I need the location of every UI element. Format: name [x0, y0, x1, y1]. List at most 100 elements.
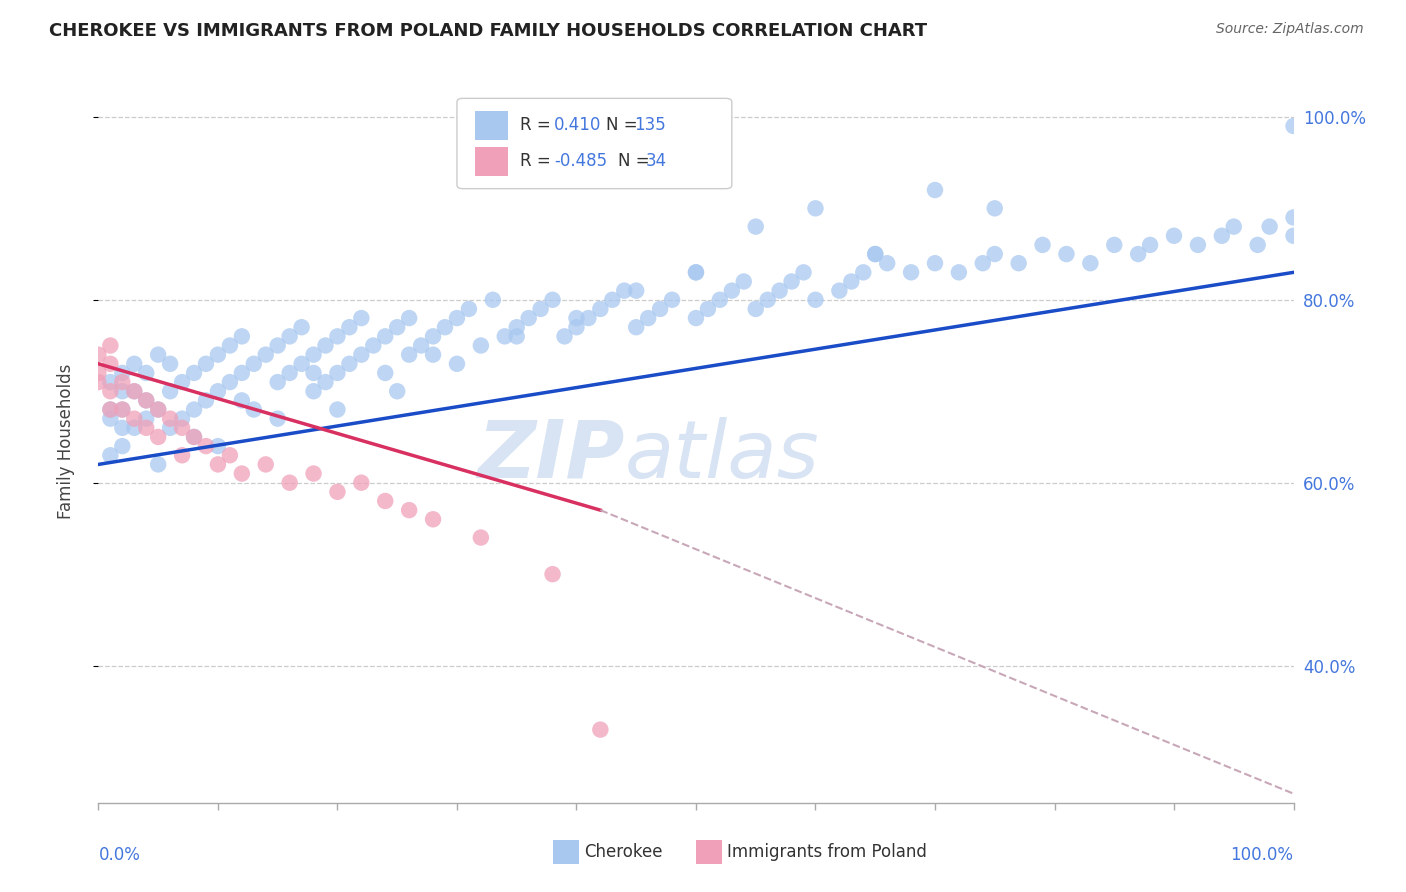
Text: 0.0%: 0.0% [98, 847, 141, 864]
Point [721, 284, 744, 298]
Text: ZIP: ZIP [477, 417, 624, 495]
Point [1008, 256, 1031, 270]
Point [98, 402, 122, 417]
Point [1104, 238, 1126, 252]
Bar [553, 840, 579, 864]
Point [159, 384, 181, 399]
Point [434, 320, 457, 334]
Point [506, 329, 529, 343]
Point [159, 357, 181, 371]
Text: Source: ZipAtlas.com: Source: ZipAtlas.com [1216, 22, 1364, 37]
Point [231, 393, 253, 408]
Point [697, 301, 720, 316]
Point [111, 366, 134, 380]
Point [530, 301, 553, 316]
Point [709, 293, 731, 307]
Bar [696, 840, 723, 864]
Point [172, 421, 194, 435]
Point [589, 301, 612, 316]
Point [207, 458, 229, 472]
Point [768, 284, 790, 298]
Point [1223, 219, 1246, 234]
Point [661, 293, 683, 307]
Point [195, 357, 218, 371]
Point [124, 421, 146, 435]
Point [422, 329, 444, 343]
Point [804, 202, 827, 216]
Point [506, 320, 529, 334]
Point [291, 320, 314, 334]
Text: N =: N = [606, 116, 638, 134]
Point [458, 301, 481, 316]
Text: Immigrants from Poland: Immigrants from Poland [727, 843, 927, 861]
Point [1247, 238, 1270, 252]
Point [733, 275, 755, 289]
Point [1282, 119, 1305, 133]
Point [685, 265, 707, 279]
Point [350, 348, 373, 362]
Text: R =: R = [520, 153, 551, 170]
Point [326, 366, 349, 380]
Point [984, 202, 1007, 216]
Point [1056, 247, 1078, 261]
Point [219, 448, 242, 462]
Point [219, 375, 242, 389]
Point [1258, 219, 1281, 234]
Text: 0.410: 0.410 [554, 116, 602, 134]
Point [1282, 211, 1305, 225]
Text: R =: R = [520, 116, 557, 134]
Point [315, 375, 337, 389]
Point [745, 219, 768, 234]
Point [87, 348, 110, 362]
Point [135, 393, 157, 408]
Point [780, 275, 803, 289]
Point [98, 402, 122, 417]
Text: 135: 135 [634, 116, 665, 134]
Point [267, 375, 290, 389]
Point [948, 265, 970, 279]
Point [385, 320, 409, 334]
Point [852, 265, 875, 279]
Point [172, 411, 194, 425]
Point [98, 448, 122, 462]
Point [231, 467, 253, 481]
Point [254, 458, 277, 472]
Point [1187, 238, 1209, 252]
Point [302, 467, 325, 481]
Point [924, 256, 946, 270]
Point [1211, 228, 1233, 243]
Point [111, 439, 134, 453]
Point [602, 293, 624, 307]
Point [924, 183, 946, 197]
Point [98, 338, 122, 352]
Point [183, 402, 205, 417]
Point [124, 384, 146, 399]
Point [422, 348, 444, 362]
Point [148, 348, 170, 362]
Point [87, 366, 110, 380]
Point [124, 384, 146, 399]
Point [517, 311, 540, 326]
Point [494, 329, 516, 343]
Point [148, 402, 170, 417]
Point [554, 329, 576, 343]
Point [828, 284, 851, 298]
Point [481, 293, 505, 307]
Point [111, 402, 134, 417]
Point [302, 366, 325, 380]
Point [637, 311, 659, 326]
Point [326, 484, 349, 499]
Point [172, 448, 194, 462]
Point [446, 357, 468, 371]
Point [183, 430, 205, 444]
Point [745, 301, 768, 316]
Point [1163, 228, 1185, 243]
Point [470, 531, 492, 545]
Point [124, 411, 146, 425]
Point [111, 402, 134, 417]
Point [972, 256, 994, 270]
Point [1282, 228, 1305, 243]
Point [195, 393, 218, 408]
Point [565, 311, 588, 326]
Point [446, 311, 468, 326]
